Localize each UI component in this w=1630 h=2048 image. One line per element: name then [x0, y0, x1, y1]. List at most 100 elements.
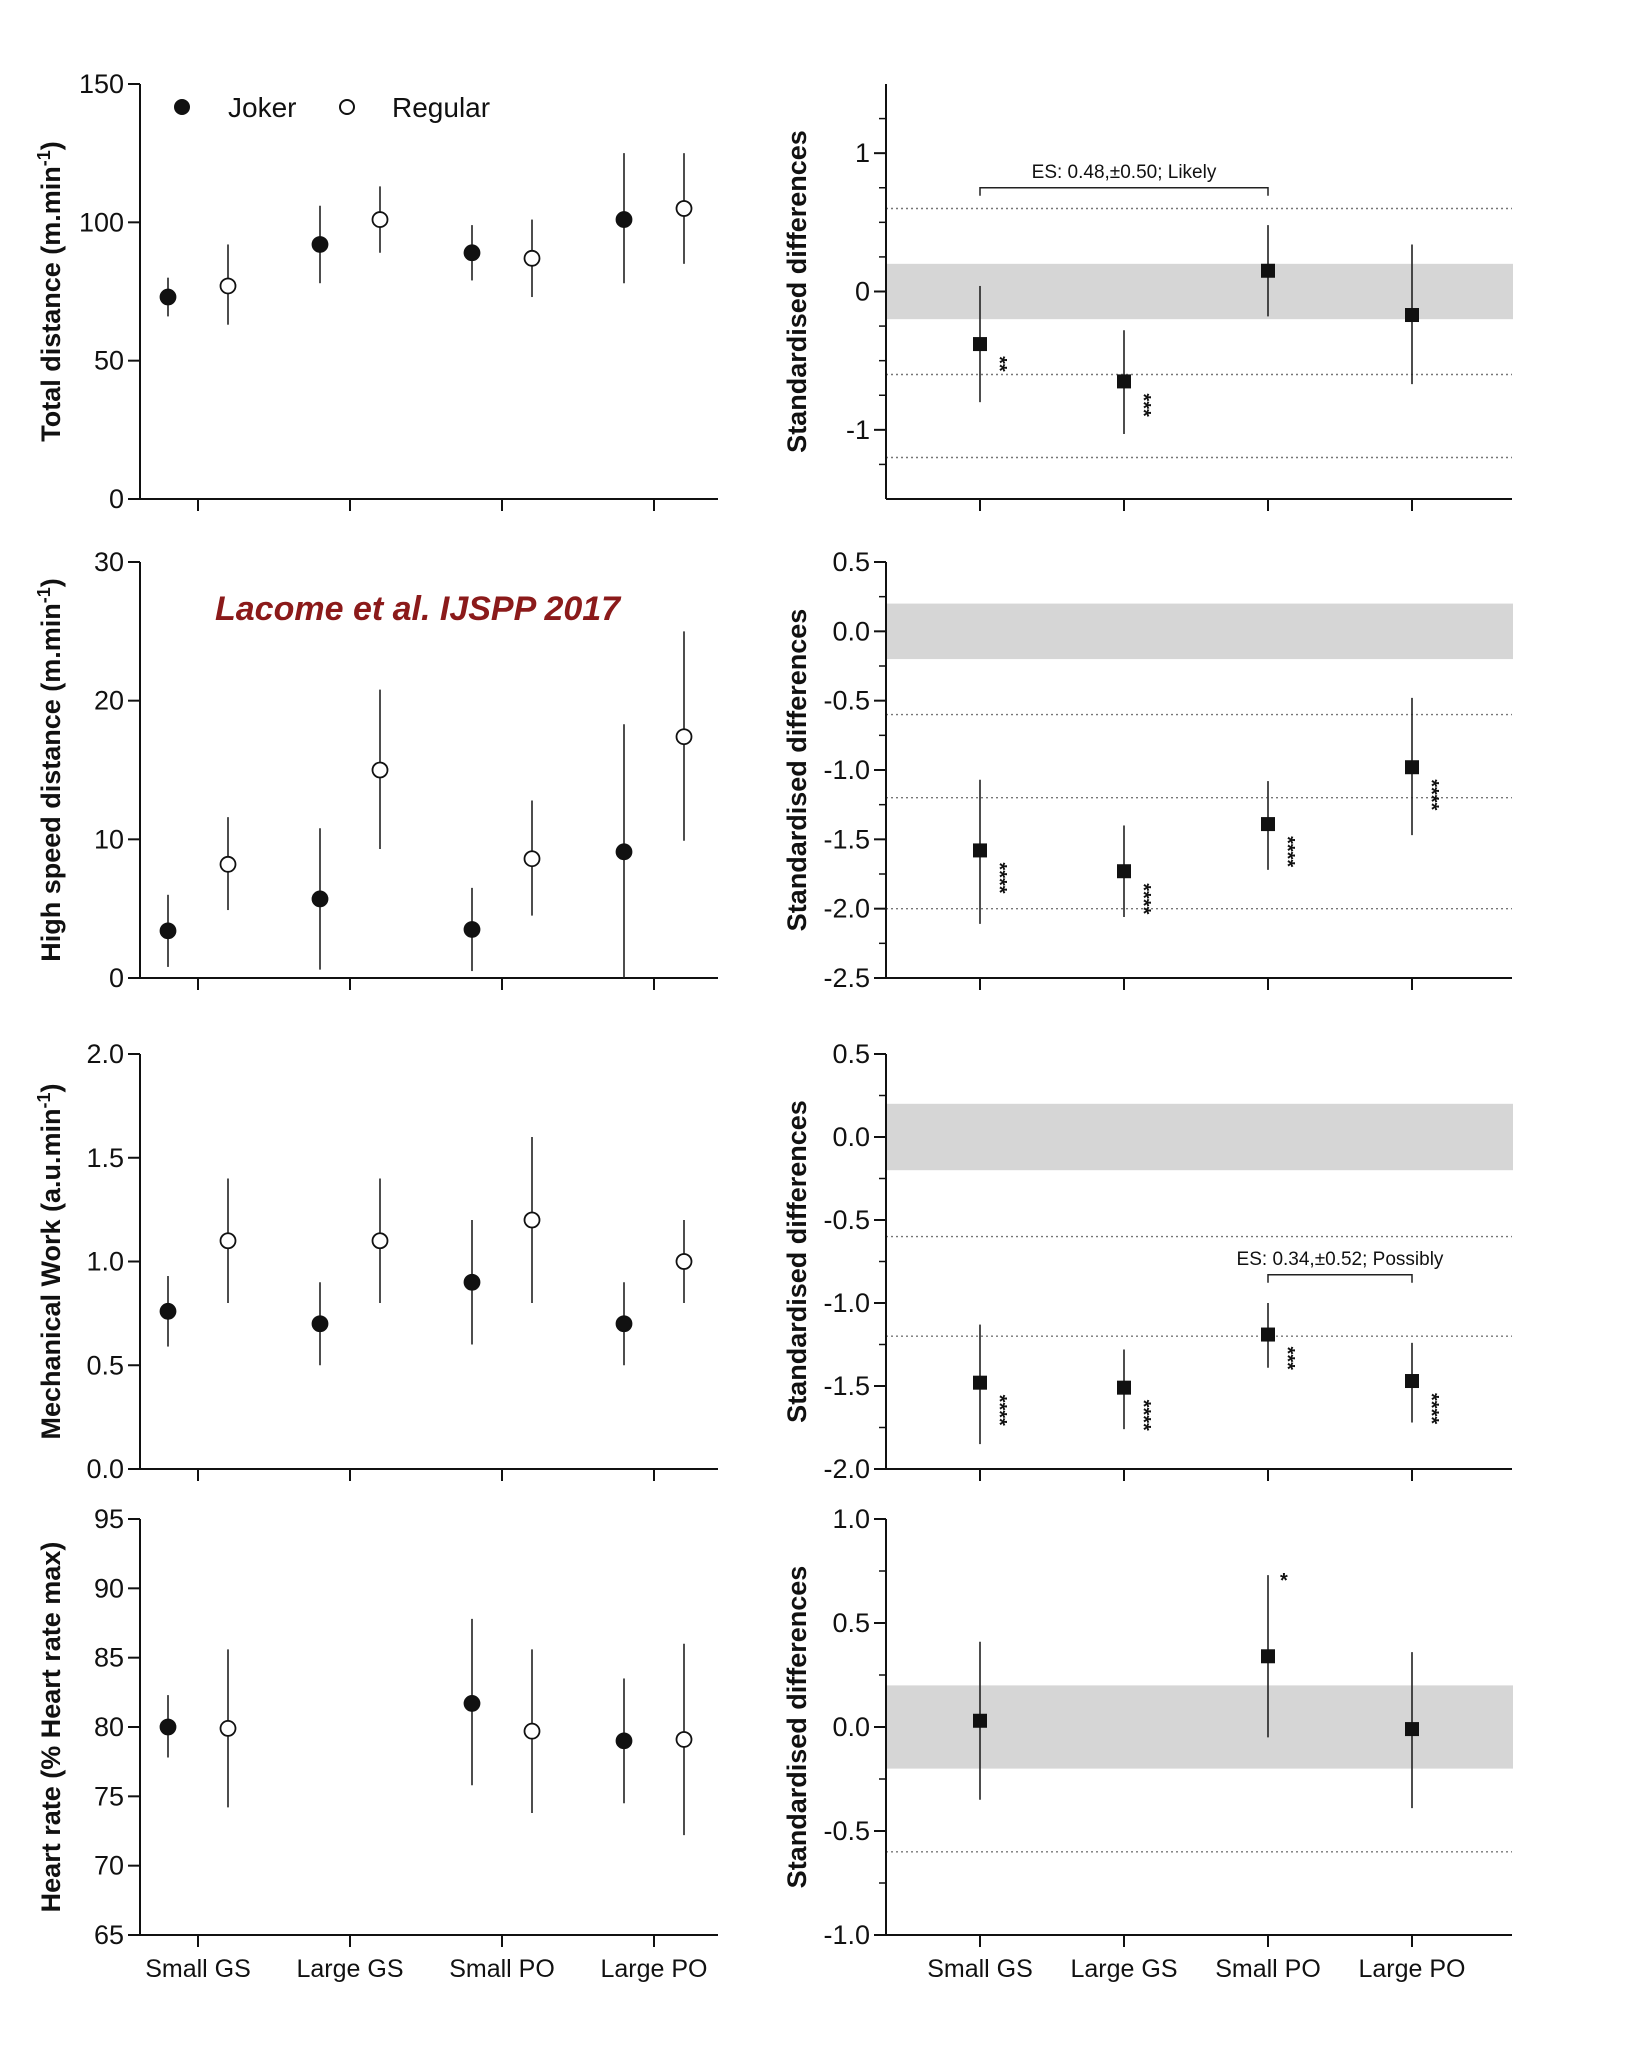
trivial-band [887, 263, 1513, 320]
y-tick-label: 1.0 [832, 1504, 870, 1534]
trivial-band [887, 603, 1513, 660]
y-tick-label: 10 [94, 824, 124, 854]
regular-point [219, 277, 237, 295]
y-axis-title-superscript: -1 [34, 150, 54, 166]
y-tick-label: 0 [855, 277, 870, 307]
y-axis-title-main: Standardised differences [782, 1566, 812, 1889]
difference-point [1117, 1380, 1131, 1395]
trivial-band [887, 1103, 1513, 1171]
y-axis-title: Standardised differences [782, 609, 812, 932]
y-tick-label: -0.5 [823, 1816, 870, 1846]
x-tick-label: Small GS [145, 1955, 251, 1983]
y-axis-title-main: High speed distance (m.min [36, 603, 66, 962]
joker-point [159, 1302, 177, 1320]
y-tick-label: 150 [79, 69, 124, 99]
significance-label: ** [988, 356, 1010, 372]
y-tick-label: -0.5 [823, 686, 870, 716]
y-axis-title-superscript: -1 [34, 587, 54, 603]
y-tick-label: 0.0 [832, 1122, 870, 1152]
joker-point [159, 288, 177, 306]
x-tick-label: Small GS [927, 1955, 1033, 1983]
y-tick-label: 30 [94, 547, 124, 577]
difference-point [1405, 760, 1419, 775]
joker-point [311, 236, 329, 253]
joker-point [463, 1273, 481, 1291]
difference-point [1117, 374, 1131, 389]
y-tick-label: 0.0 [832, 616, 870, 646]
y-tick-label: -1.0 [823, 755, 870, 785]
y-tick-label: -1.0 [823, 1288, 870, 1318]
joker-point [615, 843, 633, 861]
joker-point [159, 1718, 177, 1736]
y-tick-label: 0 [109, 484, 124, 514]
legend-joker-marker [174, 99, 190, 115]
legend-regular-marker [339, 99, 355, 115]
regular-point [219, 1232, 237, 1250]
legend-regular-label: Regular [392, 92, 490, 123]
y-axis-title: Total distance (m.min-1) [34, 141, 66, 442]
chart-7: 65 70 75 80 85 90 95 Small GS Large GS Small PO La… [36, 1504, 718, 1983]
y-axis-title-end: ) [36, 1083, 66, 1092]
figure-note: Lacome et al. IJSPP 2017 [215, 590, 622, 628]
chart-8: -1.0 -0.5 0.0 0.5 1.0 Small GS Large GS Small P… [782, 1504, 1513, 1983]
regular-point [523, 249, 541, 267]
significance-label: * [1280, 1570, 1288, 1592]
joker-point [615, 1732, 633, 1750]
annotation-bracket [1267, 1274, 1413, 1283]
y-axis-title-main: Standardised differences [782, 609, 812, 932]
significance-label: *** [1132, 393, 1154, 417]
chart-1: 0 50 100 150 Total distance (m.min-1) [34, 69, 718, 514]
joker-point [463, 244, 481, 262]
y-axis-title-main: Standardised differences [782, 130, 812, 453]
annotation-text: ES: 0.48,±0.50; Likely [1032, 162, 1217, 183]
y-axis-title-main: Standardised differences [782, 1100, 812, 1423]
y-axis-title-main: Mechanical Work (a.u.min [36, 1108, 66, 1439]
significance-label: **** [988, 862, 1010, 893]
y-tick-label: 0.5 [86, 1350, 124, 1380]
regular-point [523, 850, 541, 868]
joker-point [159, 922, 177, 940]
y-tick-label: -1.5 [823, 824, 870, 854]
chart-3: 0 10 20 30 High speed distance (m.min-1) [34, 547, 718, 993]
y-tick-label: 95 [94, 1504, 124, 1534]
joker-point [311, 1315, 329, 1333]
y-axis-title-main: Total distance (m.min [36, 166, 66, 442]
y-tick-label: -1.5 [823, 1371, 870, 1401]
difference-point [973, 337, 987, 352]
significance-label: *** [1276, 1347, 1298, 1371]
x-tick-label: Small PO [1215, 1955, 1321, 1983]
x-tick-label: Large GS [1070, 1955, 1177, 1983]
joker-point [463, 921, 481, 938]
significance-label: **** [1420, 1393, 1442, 1424]
difference-point [1261, 1649, 1275, 1664]
y-tick-label: 1 [855, 138, 870, 168]
y-axis-title: Heart rate (% Heart rate max) [36, 1542, 66, 1913]
joker-point [615, 211, 633, 228]
y-tick-label: 2.0 [86, 1039, 124, 1069]
annotation-text: ES: 0.34,±0.52; Possibly [1237, 1249, 1444, 1270]
y-tick-label: 1.5 [86, 1143, 124, 1173]
regular-point [219, 855, 237, 873]
difference-point [1261, 263, 1275, 278]
regular-point [371, 211, 389, 228]
regular-point [675, 1731, 693, 1748]
y-tick-label: -0.5 [823, 1205, 870, 1235]
difference-point [1261, 817, 1275, 832]
chart-4: -2.5 -2.0 -1.5 -1.0 -0.5 0.0 0.5 Standardised d… [782, 547, 1513, 993]
difference-point [1405, 1374, 1419, 1389]
regular-point [523, 1211, 541, 1229]
regular-point [675, 200, 693, 217]
joker-point [463, 1695, 481, 1712]
y-tick-label: -2.0 [823, 894, 870, 924]
y-tick-label: -2.5 [823, 963, 870, 993]
y-tick-label: 80 [94, 1712, 124, 1742]
y-tick-label: 0.0 [86, 1454, 124, 1484]
y-tick-label: 20 [94, 686, 124, 716]
y-tick-label: 100 [79, 207, 124, 237]
y-axis-title-main: Heart rate (% Heart rate max) [36, 1542, 66, 1913]
difference-point [973, 843, 987, 858]
significance-label: **** [1132, 1400, 1154, 1431]
y-tick-label: 1.0 [86, 1247, 124, 1277]
